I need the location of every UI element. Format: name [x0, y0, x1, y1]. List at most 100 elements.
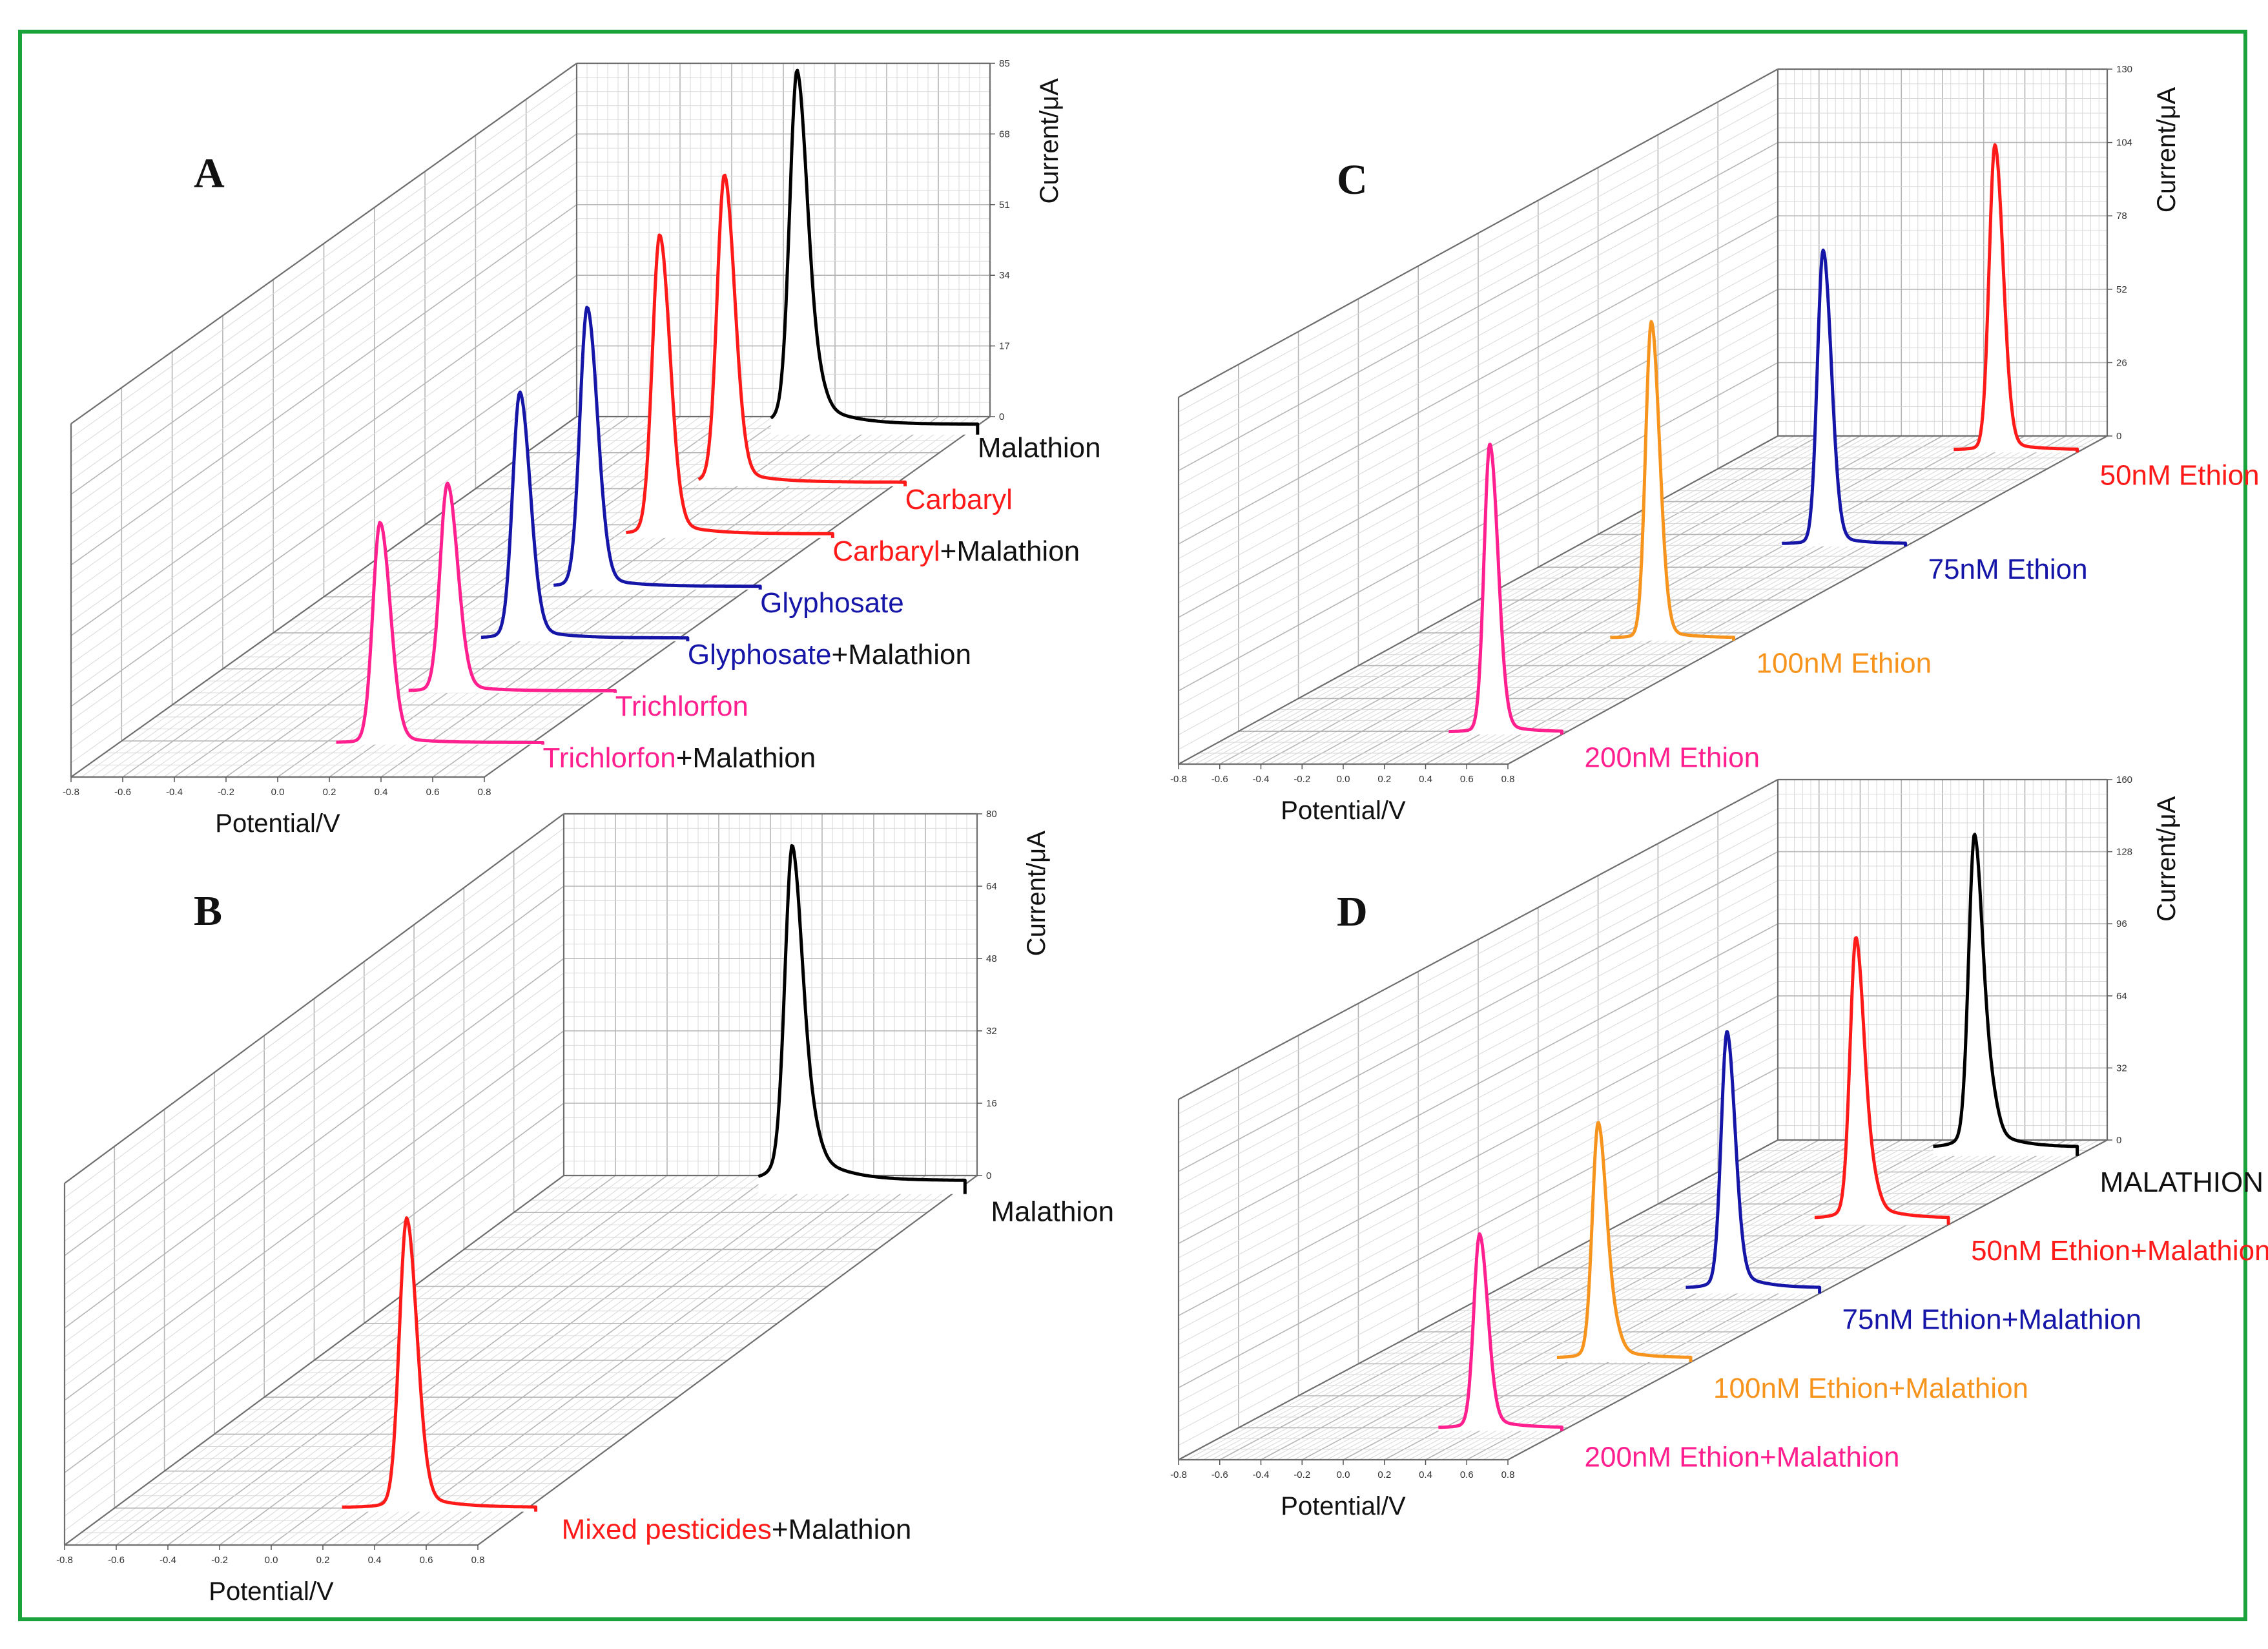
series-1: 200nM Ethion: [1447, 442, 1760, 773]
x-tick-label: -0.6: [1211, 1469, 1228, 1480]
panel-d: -0.8 -0.6 -0.4 -0.2 0.0 0.2 0.4 0.6 0.8 0 32 64 96 12…: [1170, 774, 2268, 1520]
z-axis-title: Current/μA: [1022, 831, 1051, 957]
series-4: Glyphosate: [553, 306, 904, 619]
legend-colored-part: Trichlorfon: [615, 690, 748, 722]
x-tick-label: 0.2: [1377, 1469, 1391, 1480]
z-tick-label: 64: [2116, 991, 2127, 1002]
x-tick-label: 0.0: [1337, 1469, 1350, 1480]
series-line: [625, 233, 834, 538]
legend-colored-part: 75nM Ethion: [1928, 554, 2088, 585]
legend-colored-part: Carbaryl: [832, 535, 940, 567]
legend-label: Trichlorfon: [615, 690, 748, 722]
legend-label: 100nM Ethion: [1757, 648, 1932, 679]
x-tick-label: -0.6: [1211, 774, 1228, 785]
legend-colored-part: 200nM Ethion+Malathion: [1585, 1441, 1900, 1473]
legend-label: 100nM Ethion+Malathion: [1713, 1373, 2028, 1404]
legend-label: Glyphosate+Malathion: [688, 639, 971, 670]
legend-label: 200nM Ethion: [1585, 742, 1760, 773]
series-fill: [758, 845, 965, 1194]
series-fill: [480, 392, 688, 641]
x-tick-label: 0.0: [1337, 774, 1350, 785]
legend-colored-part: Glyphosate: [688, 639, 832, 670]
z-tick-label: 104: [2116, 138, 2132, 149]
x-tick-label: -0.6: [108, 1555, 125, 1566]
legend-label: Malathion: [991, 1196, 1114, 1228]
x-tick-label: 0.8: [471, 1555, 485, 1566]
series-fill: [553, 307, 761, 590]
x-tick-label: 0.4: [1419, 774, 1432, 785]
series-2: 100nM Ethion+Malathion: [1556, 1121, 2028, 1404]
legend-colored-part: 100nM Ethion: [1757, 648, 1932, 679]
legend-colored-part: Carbaryl: [905, 484, 1013, 515]
series-5: Carbaryl+Malathion: [625, 233, 1080, 567]
z-tick-label: 160: [2116, 774, 2132, 785]
x-tick-label: 0.4: [375, 787, 388, 798]
x-tick-label: -0.6: [114, 787, 131, 798]
x-axis-title: Potential/V: [1281, 796, 1406, 825]
z-tick-label: 0: [2116, 1135, 2121, 1146]
z-axis-title: Current/μA: [2152, 796, 2181, 922]
panel-label: B: [194, 887, 222, 935]
series-2: Malathion: [758, 844, 1114, 1228]
series-5: MALATHION: [1932, 833, 2263, 1198]
x-tick-label: -0.4: [160, 1555, 176, 1566]
legend-label: 50nM Ethion: [2100, 459, 2260, 491]
legend-colored-part: 75nM Ethion+Malathion: [1842, 1304, 2142, 1336]
z-tick-label: 26: [2116, 357, 2127, 368]
series-1: Trichlorfon+Malathion: [335, 521, 816, 774]
series-4: 50nM Ethion: [1952, 143, 2260, 491]
series-4: 50nM Ethion+Malathion: [1813, 936, 2268, 1267]
x-tick-label: -0.2: [1294, 1469, 1310, 1480]
x-tick-label: 0.4: [1419, 1469, 1432, 1480]
z-tick-label: 130: [2116, 64, 2132, 75]
z-axis-title: Current/μA: [2152, 87, 2181, 213]
series-fill: [1814, 937, 1949, 1225]
series-fill: [408, 483, 615, 693]
z-tick-label: 16: [986, 1098, 997, 1109]
legend-colored-part: Glyphosate: [760, 587, 904, 619]
legend-label: Trichlorfon+Malathion: [542, 742, 816, 774]
z-tick-label: 32: [2116, 1063, 2127, 1073]
series-line: [408, 481, 617, 693]
legend-plain-part: MALATHION: [2100, 1167, 2263, 1198]
legend-plain-part: +Malathion: [940, 535, 1080, 567]
series-fill: [1933, 834, 2077, 1156]
legend-colored-part: Trichlorfon: [542, 742, 675, 774]
x-tick-label: -0.2: [211, 1555, 228, 1566]
legend-label: 200nM Ethion+Malathion: [1585, 1441, 1900, 1473]
panel-label: A: [194, 150, 225, 197]
x-tick-label: 0.2: [316, 1555, 330, 1566]
z-tick-label: 85: [999, 58, 1010, 69]
x-tick-label: -0.8: [1170, 1469, 1187, 1480]
series-line: [1780, 248, 1908, 546]
x-tick-label: 0.4: [368, 1555, 382, 1566]
x-tick-label: 0.6: [1460, 774, 1474, 785]
series-line: [697, 173, 907, 486]
panel-a: -0.8 -0.6 -0.4 -0.2 0.0 0.2 0.4 0.6 0.8 0 17 34 51 68…: [63, 58, 1101, 838]
panel-b: -0.8 -0.6 -0.4 -0.2 0.0 0.2 0.4 0.6 0.8 0 16 32 48 64…: [56, 809, 1114, 1606]
legend-label: Glyphosate: [760, 587, 904, 619]
series-fill: [1610, 321, 1734, 641]
z-tick-label: 68: [999, 129, 1010, 140]
series-line: [1952, 143, 2079, 453]
x-tick-label: -0.4: [1253, 774, 1270, 785]
z-tick-label: 0: [2116, 431, 2121, 442]
series-line: [1437, 1232, 1563, 1431]
series-line: [335, 521, 544, 745]
legend-label: Carbaryl+Malathion: [832, 535, 1080, 567]
series-fill: [1954, 145, 2077, 453]
panel-label: D: [1337, 888, 1368, 935]
series-1: 200nM Ethion+Malathion: [1437, 1232, 1900, 1473]
x-tick-label: 0.6: [1460, 1469, 1474, 1480]
series-2: Trichlorfon: [408, 481, 748, 722]
legend-colored-part: Mixed pesticides: [562, 1514, 772, 1546]
legend-plain-part: +Malathion: [772, 1514, 911, 1546]
legend-colored-part: 100nM Ethion+Malathion: [1713, 1373, 2028, 1404]
x-tick-label: -0.2: [218, 787, 234, 798]
series-3: 75nM Ethion: [1780, 248, 2088, 585]
x-tick-label: -0.4: [166, 787, 183, 798]
x-tick-label: 0.0: [271, 787, 285, 798]
z-tick-label: 0: [986, 1170, 991, 1181]
legend-plain-part: +Malathion: [676, 742, 816, 774]
